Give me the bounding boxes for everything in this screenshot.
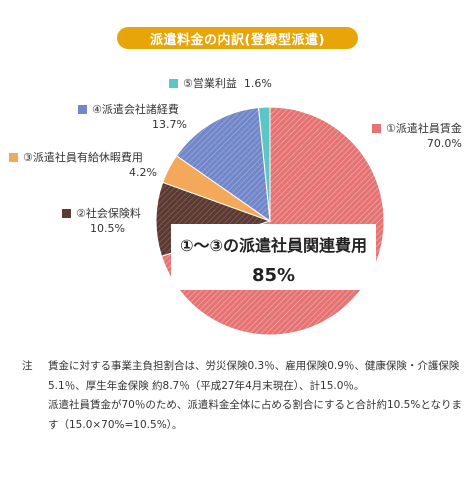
legend-swatch-3	[9, 153, 18, 162]
pie-slice-5	[258, 106, 271, 222]
legend-item-4: ④派遣会社諸経費 13.7%	[78, 102, 187, 132]
chart-title: 派遣料金の内訳(登録型派遣)	[117, 27, 358, 49]
legend-value-2: 10.5%	[90, 222, 125, 235]
legend-item-1: ①派遣社員賃金 70.0%	[372, 121, 462, 151]
footnote-para-1: 賃金に対する事業主負担割合は、労災保険0.3％、雇用保険0.9％、健康保険・介護…	[48, 360, 460, 392]
footnote: 注 賃金に対する事業主負担割合は、労災保険0.3％、雇用保険0.9％、健康保険・…	[22, 357, 462, 435]
footnote-mark: 注	[22, 360, 33, 372]
legend-swatch-2	[62, 209, 71, 218]
legend-value-1: 70.0%	[426, 137, 462, 150]
legend-label-3: ③派遣社員有給休暇費用	[23, 151, 143, 164]
legend-item-5: ⑤営業利益 1.6%	[169, 76, 272, 91]
legend-label-4: ④派遣会社諸経費	[92, 103, 179, 116]
legend-swatch-5	[169, 79, 178, 88]
legend-label-1: ①派遣社員賃金	[386, 122, 462, 135]
legend-swatch-1	[372, 124, 381, 133]
legend-swatch-4	[78, 105, 87, 114]
legend-item-2: ②社会保険料 10.5%	[62, 206, 141, 236]
callout-box: ①～③の派遣社員関連費用 85%	[171, 224, 376, 290]
callout-value: 85%	[251, 265, 296, 286]
legend-value-5: 1.6%	[243, 77, 272, 90]
legend-label-5: ⑤営業利益	[183, 77, 237, 90]
callout-label: ①～③の派遣社員関連費用	[179, 236, 368, 255]
legend-value-4: 13.7%	[152, 118, 187, 131]
pie-slice-4	[175, 107, 271, 223]
legend-label-2: ②社会保険料	[76, 207, 141, 220]
legend-value-3: 4.2%	[129, 166, 157, 179]
footnote-para-2: 派遣社員賃金が70％のため、派遣料金全体に占める割合にすると合計約10.5%とな…	[48, 399, 463, 431]
legend-item-3: ③派遣社員有給休暇費用 4.2%	[9, 150, 157, 180]
